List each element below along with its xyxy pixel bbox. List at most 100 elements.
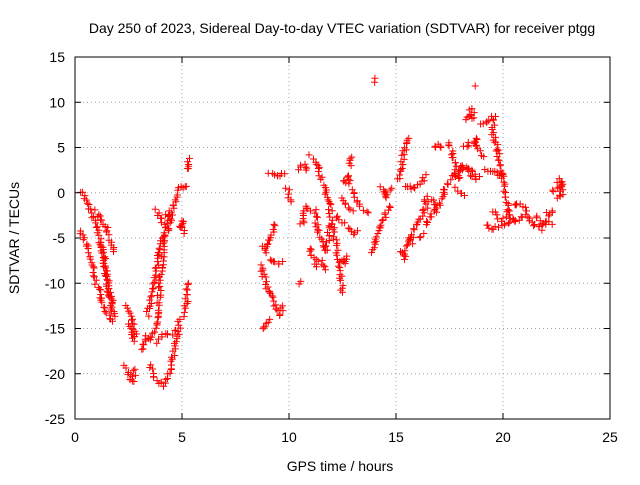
data-point: [423, 217, 431, 225]
y-tick-label: -10: [45, 275, 65, 291]
data-point: [401, 247, 409, 255]
y-tick-label: 0: [57, 185, 65, 201]
data-point: [175, 331, 183, 339]
data-point: [346, 177, 354, 185]
data-point: [493, 145, 501, 153]
data-point: [350, 193, 358, 201]
data-point: [382, 188, 390, 196]
data-point: [306, 207, 314, 215]
data-point: [320, 262, 328, 270]
data-point: [349, 207, 357, 215]
data-point: [523, 207, 530, 215]
data-point: [109, 317, 116, 325]
data-point: [129, 372, 136, 380]
data-point: [468, 105, 476, 113]
data-point: [400, 144, 408, 152]
data-point: [324, 229, 331, 236]
data-point: [93, 223, 101, 231]
data-point: [315, 163, 323, 171]
data-point: [336, 276, 344, 284]
data-point: [155, 244, 163, 252]
data-point: [305, 151, 313, 159]
data-point: [262, 273, 270, 281]
data-point: [495, 223, 502, 231]
data-point: [467, 172, 474, 180]
data-point: [153, 320, 161, 328]
data-point: [532, 214, 540, 222]
data-point: [184, 279, 192, 287]
data-point: [386, 186, 394, 194]
data-point: [445, 142, 453, 150]
data-point: [168, 361, 175, 369]
axis-ticks: [74, 56, 611, 420]
data-point: [125, 320, 132, 328]
data-point: [548, 220, 556, 228]
data-point: [333, 212, 341, 220]
data-point: [424, 219, 431, 226]
x-tick-label: 0: [71, 429, 79, 445]
data-point: [345, 204, 353, 212]
data-point: [268, 292, 276, 300]
data-point: [151, 264, 159, 272]
data-point: [186, 154, 193, 162]
data-point: [341, 219, 349, 227]
data-point: [102, 309, 110, 317]
data-point: [261, 245, 269, 252]
data-point: [180, 218, 187, 226]
data-point: [330, 228, 338, 236]
data-point: [370, 238, 378, 246]
data-point: [531, 221, 538, 228]
data-point: [123, 304, 131, 312]
x-axis-label: GPS time / hours: [287, 458, 394, 474]
data-point: [494, 141, 502, 149]
data-point: [275, 260, 283, 268]
data-point: [151, 205, 159, 213]
data-point: [104, 277, 111, 285]
data-point: [430, 196, 438, 204]
data-point: [182, 285, 190, 293]
data-point: [437, 144, 445, 151]
data-point: [270, 220, 278, 228]
data-point: [269, 293, 277, 301]
data-point: [92, 276, 100, 284]
data-point: [402, 242, 410, 250]
data-point: [322, 188, 330, 196]
data-point: [139, 340, 147, 348]
data-point: [463, 143, 471, 151]
data-point: [162, 375, 170, 383]
data-point: [335, 216, 343, 224]
data-point: [92, 219, 100, 227]
data-point: [512, 201, 520, 209]
data-point: [377, 221, 385, 229]
data-point: [314, 167, 322, 175]
data-point: [155, 306, 162, 314]
data-point: [266, 315, 274, 323]
data-point: [98, 298, 106, 306]
data-point: [296, 220, 304, 228]
data-point: [350, 231, 358, 239]
data-point: [506, 214, 514, 222]
data-point: [90, 264, 98, 272]
data-point: [346, 156, 354, 164]
data-point: [451, 183, 459, 191]
data-point: [87, 205, 95, 213]
data-point: [172, 338, 180, 346]
data-point: [501, 220, 509, 228]
data-point: [488, 131, 496, 139]
data-point: [269, 226, 277, 233]
data-point: [491, 223, 499, 231]
data-point: [145, 312, 153, 320]
data-point: [559, 191, 567, 199]
data-point: [81, 192, 89, 200]
data-point: [388, 184, 396, 192]
data-point: [502, 193, 509, 201]
data-point: [317, 175, 325, 183]
data-point: [468, 166, 476, 174]
data-point: [476, 147, 484, 155]
data-point: [90, 273, 98, 281]
data-point: [168, 217, 175, 225]
data-point: [553, 194, 561, 202]
data-point: [378, 217, 386, 225]
data-point: [129, 334, 136, 342]
